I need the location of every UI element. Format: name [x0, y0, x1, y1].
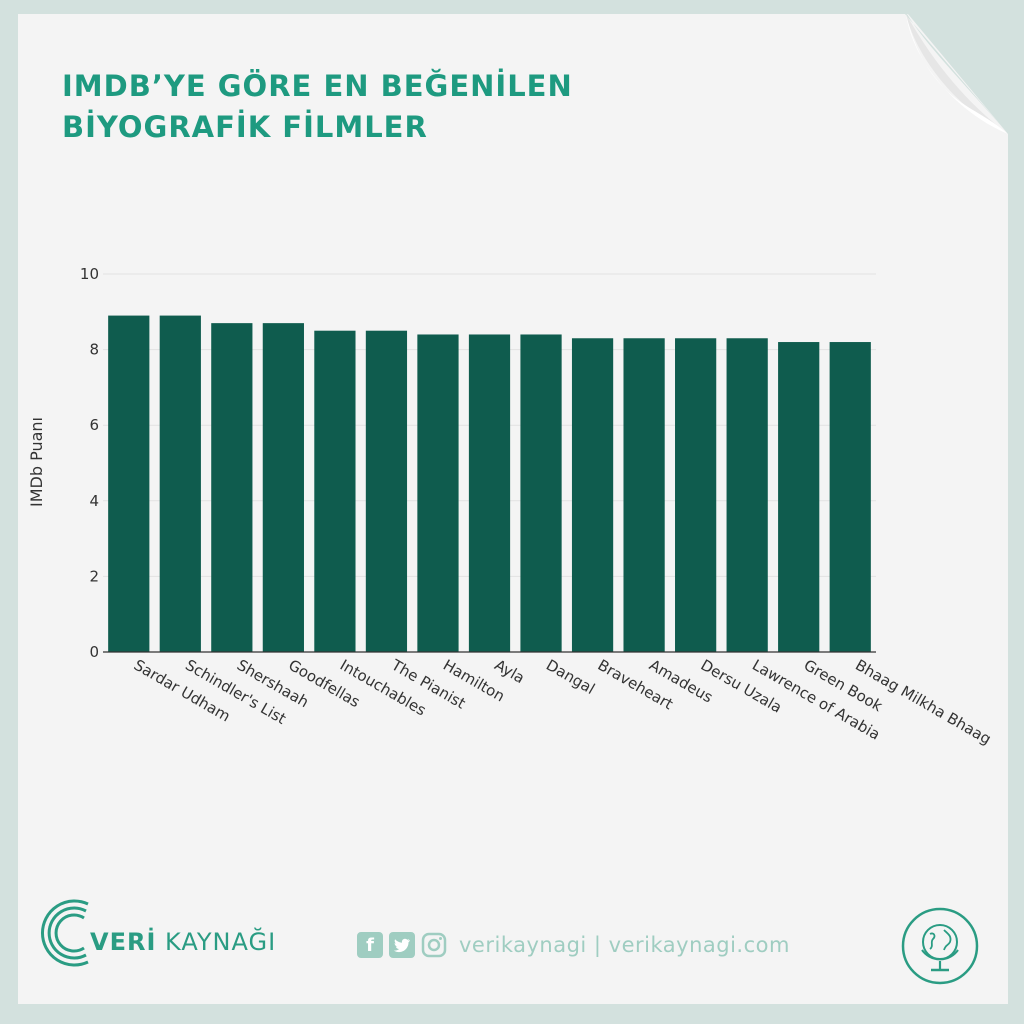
bar [262, 323, 304, 652]
bar [726, 338, 768, 652]
y-tick-label: 2 [89, 567, 99, 585]
y-tick-label: 0 [89, 643, 99, 661]
bar [365, 330, 408, 652]
bar [520, 334, 562, 652]
bar [211, 323, 253, 652]
facebook-icon[interactable]: f [357, 932, 383, 958]
y-axis-label: IMDb Puanı [27, 417, 46, 507]
y-tick-label: 10 [80, 265, 99, 283]
bar [108, 315, 150, 652]
instagram-icon[interactable] [421, 932, 447, 958]
globe-icon [901, 907, 979, 985]
bar [571, 338, 614, 652]
bar [468, 334, 511, 652]
bar [417, 334, 459, 652]
bar [778, 342, 820, 652]
social-links: f verikaynagi | verikaynagi.com [357, 932, 790, 958]
x-tick-label: Dangal [543, 656, 598, 698]
bar [314, 330, 356, 652]
chart-title: IMDB’YE GÖRE EN BEĞENİLEN BİYOGRAFİK FİL… [62, 69, 573, 144]
bar [623, 338, 665, 652]
bar [159, 315, 201, 652]
bars [108, 315, 871, 652]
bar [675, 338, 717, 652]
y-tick-label: 4 [89, 492, 99, 510]
page-curl [905, 14, 1008, 134]
brand-logo-text: VERİ KAYNAĞI [90, 928, 277, 956]
twitter-icon[interactable] [389, 932, 415, 958]
y-tick-label: 6 [89, 416, 99, 434]
logo-icon [40, 899, 89, 967]
y-tick-label: 8 [89, 341, 99, 359]
y-axis-ticks: 0 2 4 6 8 10 [80, 265, 99, 661]
social-handle-text[interactable]: verikaynagi | verikaynagi.com [459, 933, 790, 957]
bar [829, 342, 871, 652]
